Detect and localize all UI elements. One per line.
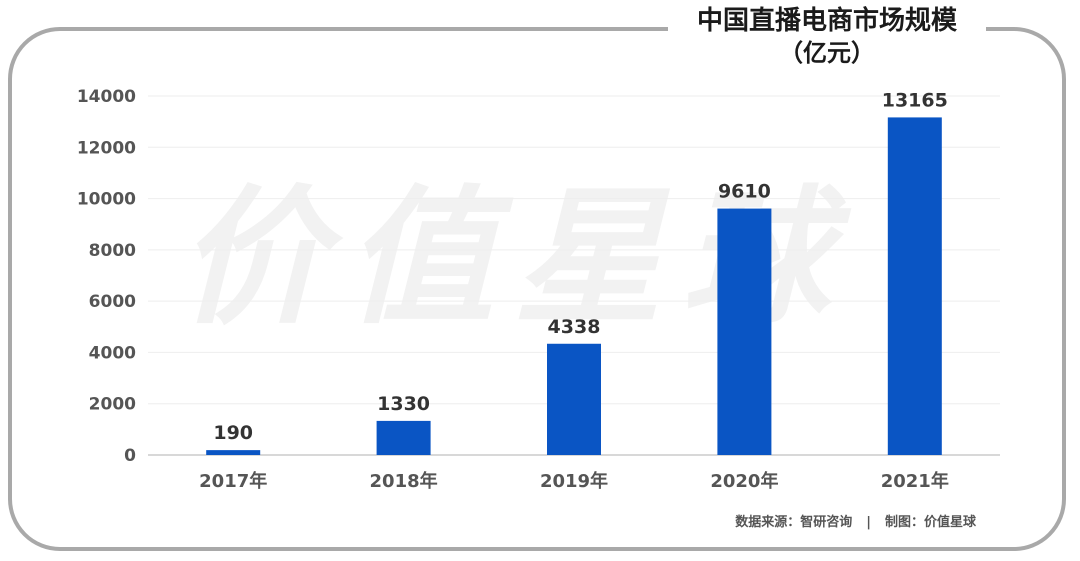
bar bbox=[547, 343, 601, 455]
bar-value-label: 9610 bbox=[718, 181, 771, 203]
y-tick-label: 6000 bbox=[89, 292, 136, 312]
bar bbox=[376, 420, 431, 455]
bar bbox=[887, 117, 942, 455]
x-tick-label: 2018年 bbox=[370, 470, 438, 492]
x-tick-label: 2021年 bbox=[881, 470, 949, 492]
y-tick-label: 4000 bbox=[89, 343, 136, 363]
chart-title: 中国直播电商市场规模 bbox=[696, 6, 957, 36]
x-axis-ticks: 2017年 2018年 2019年 2020年 2021年 bbox=[199, 470, 949, 492]
bar bbox=[717, 208, 772, 455]
bar bbox=[206, 450, 261, 455]
chart-frame bbox=[8, 27, 1066, 551]
chart-subtitle: （亿元） bbox=[779, 39, 875, 67]
bar-value-label: 190 bbox=[213, 422, 253, 444]
y-tick-label: 2000 bbox=[89, 395, 136, 415]
x-tick-label: 2019年 bbox=[540, 470, 608, 492]
separator: | bbox=[866, 515, 871, 530]
y-tick-label: 14000 bbox=[77, 87, 136, 107]
title-block: 中国直播电商市场规模 （亿元） bbox=[668, 4, 986, 74]
bar-value-label: 4338 bbox=[548, 316, 601, 338]
bars bbox=[206, 117, 942, 455]
y-tick-label: 0 bbox=[124, 446, 136, 466]
value-labels: 190 1330 4338 9610 13165 bbox=[213, 89, 947, 444]
made-by-label: 制图：价值星球 bbox=[884, 515, 976, 530]
y-tick-label: 8000 bbox=[89, 241, 136, 261]
bar-value-label: 1330 bbox=[377, 393, 430, 415]
source-note: 数据来源：智研咨询 | 制图：价值星球 bbox=[735, 511, 976, 530]
x-tick-label: 2017年 bbox=[199, 470, 267, 492]
source-label: 数据来源：智研咨询 bbox=[735, 515, 853, 530]
y-tick-label: 10000 bbox=[77, 190, 136, 210]
y-axis-ticks: 0 2000 4000 6000 8000 10000 12000 14000 bbox=[77, 87, 136, 466]
bar-value-label: 13165 bbox=[882, 89, 948, 111]
x-tick-label: 2020年 bbox=[710, 470, 778, 492]
y-tick-label: 12000 bbox=[77, 138, 136, 158]
